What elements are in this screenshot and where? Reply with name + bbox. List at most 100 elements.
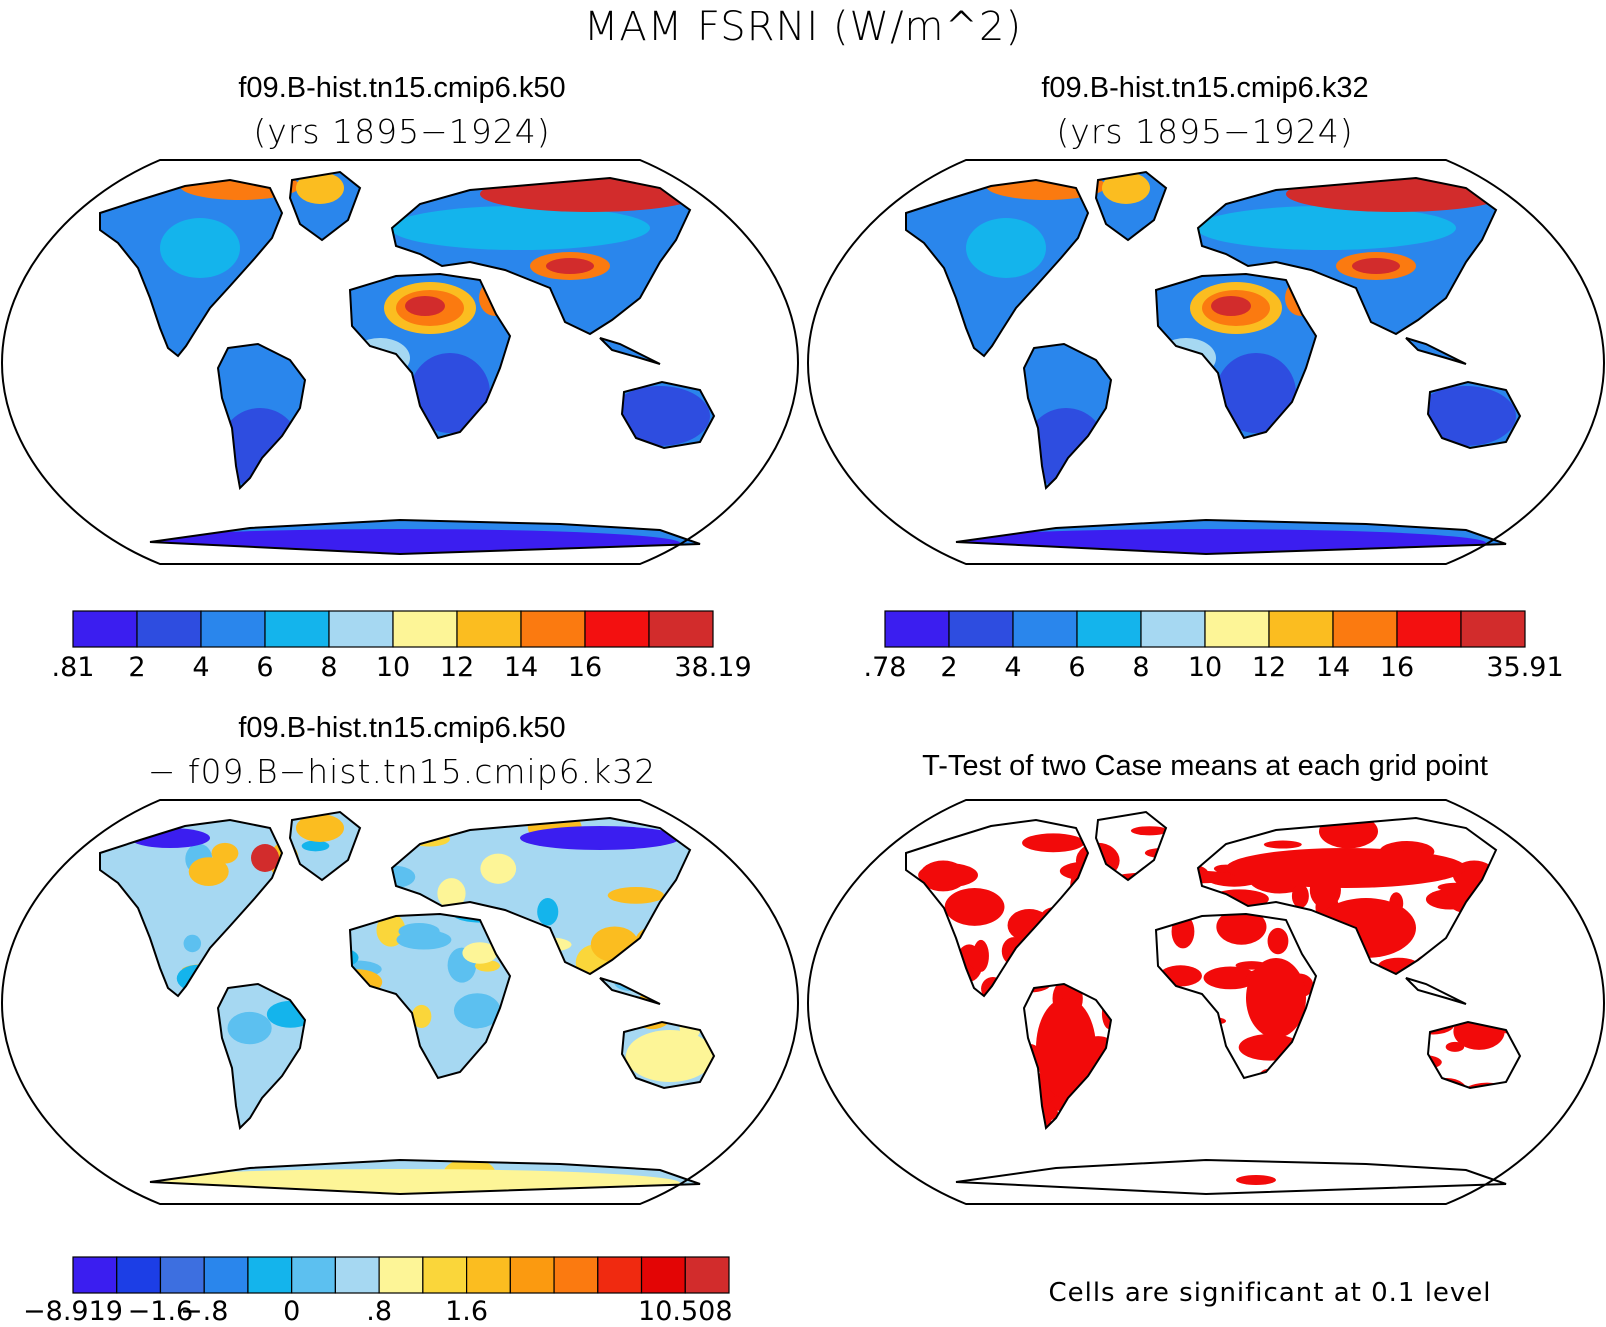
coastline (1426, 380, 1522, 450)
colorbar-swatch (1076, 610, 1142, 648)
panel3-subtitle: − f09.B−hist.tn15.cmip6.k32 (147, 752, 657, 791)
significant-cell (1456, 1082, 1518, 1119)
colorbar-swatch (584, 610, 650, 648)
coastline (1094, 810, 1168, 882)
anomaly-patch (305, 1114, 324, 1152)
coastline (599, 337, 661, 365)
anomaly-patch (100, 969, 133, 993)
significant-cell (1313, 936, 1329, 971)
anomaly-patch (529, 1064, 556, 1084)
anomaly-patch (110, 1083, 153, 1120)
significant-cell (1263, 840, 1302, 849)
map-panel-k32 (806, 159, 1606, 565)
significant-cell (1293, 1066, 1319, 1084)
greenland-pos (296, 814, 344, 842)
colorbar-swatch (247, 1256, 293, 1294)
significant-cell (1173, 855, 1198, 879)
colorbar-swatch (456, 610, 522, 648)
significant-cell (1318, 814, 1379, 849)
significant-cell (1365, 1091, 1427, 1118)
map-frame (0, 799, 800, 1205)
coastline (390, 816, 692, 976)
coastline (905, 178, 1090, 358)
significant-cell (1265, 1111, 1297, 1120)
arctic-canada (986, 172, 1106, 200)
significant-cell (1093, 1094, 1156, 1120)
significant-cell (1472, 885, 1520, 901)
significant-cell (1196, 892, 1215, 913)
significant-cell (906, 1045, 950, 1074)
significant-cell (1151, 871, 1199, 903)
coastline (1196, 176, 1498, 336)
colorbar-tick-label: 12 (1251, 652, 1287, 683)
colorbar-tick-label: 10 (1187, 652, 1223, 683)
significant-cell (906, 943, 951, 974)
significant-cell (1081, 880, 1137, 889)
antarctic-sig (1236, 1175, 1276, 1185)
significant-cell (1098, 1046, 1157, 1066)
coastline (1196, 816, 1498, 976)
anomaly-patch (330, 969, 383, 995)
significant-cell (1131, 1058, 1162, 1070)
coastline (149, 1158, 701, 1196)
colorbar-tick-label: 16 (1379, 652, 1415, 683)
coastline (1154, 272, 1318, 440)
africa-shade (1216, 353, 1296, 433)
colorbar-swatch (72, 1256, 118, 1294)
significant-cell (1001, 1094, 1036, 1115)
australia-anom (626, 1030, 714, 1082)
colorbar-k50-labels: .81 2 4 6 8 10 12 14 16 38.19 (52, 652, 752, 686)
land-antarctica (956, 1160, 1506, 1194)
significant-cell (918, 863, 978, 888)
anomaly-patch (504, 992, 550, 1010)
colorbar-swatch (640, 1256, 686, 1294)
tibet-core (546, 258, 594, 274)
colorbar-tick-label: 14 (1315, 652, 1351, 683)
significant-cell (1075, 842, 1120, 879)
arctic-canada (180, 172, 300, 200)
anomaly-patch (369, 1059, 403, 1094)
anomaly-patch (292, 874, 321, 907)
colorbar-tick-label: 10 (375, 652, 411, 683)
significant-cell (1389, 1098, 1449, 1110)
colorbar-swatch (1012, 610, 1078, 648)
anomaly-patch (227, 1011, 272, 1045)
anomaly-patch (100, 990, 130, 1015)
significant-cell (948, 1091, 999, 1101)
map-panel-k50 (0, 159, 800, 565)
coastline (348, 912, 512, 1080)
colorbar-k50 (72, 610, 714, 648)
colorbar-swatch (378, 1256, 424, 1294)
significant-cell (1360, 1073, 1391, 1111)
significant-cell (944, 888, 1005, 926)
anomaly-patch (100, 1087, 146, 1107)
significant-cell (987, 1033, 1008, 1057)
anomaly-patch (279, 908, 328, 921)
significant-cell (1104, 1057, 1142, 1080)
anomaly-patch (684, 943, 714, 956)
significant-cell (1216, 908, 1267, 945)
significant-cell (907, 1050, 929, 1077)
significant-cell (1130, 826, 1169, 836)
anomaly-patch (345, 1039, 369, 1064)
colorbar-swatch (520, 610, 586, 648)
antarctica-shade (926, 529, 1486, 554)
coastline (1154, 912, 1318, 1080)
anomaly-patch (131, 1121, 189, 1133)
colorbar-difference-labels: −8.919 −1.6 −.8 0 .8 1.6 10.508 (23, 1296, 732, 1327)
sahel (1156, 338, 1216, 378)
significant-cell (1022, 833, 1085, 853)
australia-shade (610, 386, 710, 446)
anomaly-patch (301, 840, 330, 852)
samer-shade (220, 408, 300, 488)
sahara-core (1211, 296, 1251, 316)
anomaly-patch (356, 1079, 410, 1090)
coastline (288, 170, 362, 242)
colorbar-swatch (553, 1256, 599, 1294)
coastline (348, 272, 512, 440)
colorbar-swatch (1396, 610, 1462, 648)
colorbar-swatch (328, 610, 394, 648)
anomaly-patch (104, 1149, 160, 1170)
map-frame (0, 159, 800, 565)
antarctica-anom (120, 1169, 680, 1194)
